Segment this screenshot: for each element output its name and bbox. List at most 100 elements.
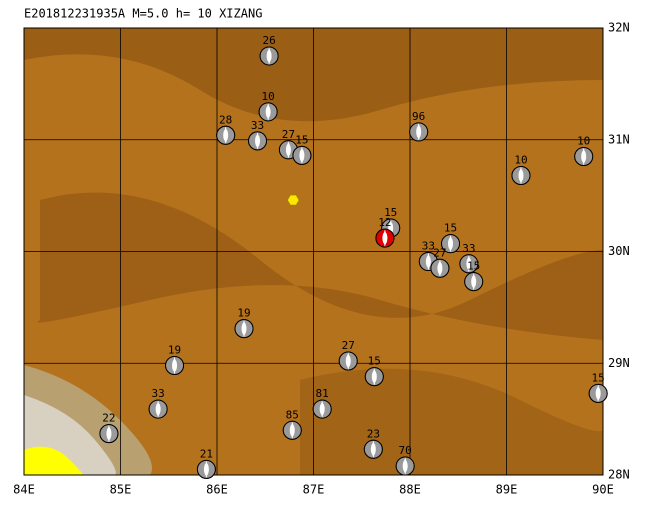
ball-quadrant	[301, 146, 311, 165]
ball-quadrant	[409, 122, 419, 141]
y-tick-label: 29N	[608, 356, 630, 370]
ball-center	[370, 443, 376, 456]
ball-quadrant	[292, 421, 302, 440]
beachball	[259, 46, 279, 66]
ball-rim	[259, 46, 279, 66]
ball-quadrant	[459, 254, 469, 273]
y-tick-label: 28N	[608, 468, 630, 482]
ball-quadrant	[235, 319, 245, 338]
ball-rim	[338, 351, 358, 371]
ball-center	[416, 125, 422, 138]
ball-quadrant	[279, 140, 289, 159]
ball-center	[595, 387, 601, 400]
ball-rim	[459, 254, 479, 274]
event-label: 19	[237, 307, 250, 320]
title: E201812231935A M=5.0 h= 10 XIZANG	[24, 7, 262, 21]
event-label: 33	[462, 242, 475, 255]
ball-quadrant	[384, 229, 394, 248]
event-label: 10	[262, 90, 275, 103]
ball-quadrant	[439, 259, 449, 278]
ball-quadrant	[419, 252, 429, 271]
event-label: 15	[368, 355, 381, 368]
event-label: 85	[286, 408, 299, 421]
event-label: 96	[412, 110, 425, 123]
event-label: 27	[342, 339, 355, 352]
ball-quadrant	[260, 46, 270, 65]
ball-center	[241, 322, 247, 335]
y-tick-label: 31N	[608, 132, 630, 146]
ball-rim	[312, 399, 332, 419]
event-label: 15	[592, 371, 605, 384]
ball-quadrant	[390, 219, 400, 238]
beachball	[165, 355, 185, 375]
ball-quadrant	[165, 356, 175, 375]
ball-center	[471, 275, 477, 288]
beachball	[216, 125, 236, 145]
y-tick-label: 30N	[608, 244, 630, 258]
ball-center	[466, 257, 472, 270]
ball-center	[425, 255, 431, 268]
ball-quadrant	[598, 384, 608, 403]
ball-quadrant	[574, 147, 584, 166]
ball-quadrant	[450, 234, 460, 253]
ball-rim	[165, 355, 185, 375]
ball-center	[319, 403, 325, 416]
beachball	[459, 254, 479, 274]
ball-rim	[258, 102, 278, 122]
ball-center	[371, 370, 377, 383]
beachball	[441, 234, 461, 254]
ball-quadrant	[364, 440, 374, 459]
ball-quadrant	[216, 126, 226, 145]
event-label: 26	[262, 34, 275, 47]
ball-center	[106, 427, 112, 440]
ball-rim	[409, 122, 429, 142]
ball-quadrant	[511, 166, 521, 185]
event-label: 21	[200, 447, 213, 460]
ball-rim	[248, 131, 268, 151]
ball-quadrant	[418, 122, 428, 141]
ball-quadrant	[259, 102, 269, 121]
beachball	[234, 319, 254, 339]
y-tick-label: 32N	[608, 21, 630, 35]
ball-quadrant	[374, 367, 384, 386]
ball-quadrant	[108, 424, 118, 443]
ball-quadrant	[468, 254, 478, 273]
ball-center	[203, 463, 209, 476]
event-label: 15	[384, 206, 397, 219]
beachball	[148, 399, 168, 419]
event-label: 15	[295, 133, 308, 146]
ball-rim	[364, 367, 384, 387]
ball-center	[581, 150, 587, 163]
beachball	[430, 258, 450, 278]
x-tick-label: 88E	[399, 483, 421, 497]
ball-rim	[282, 420, 302, 440]
ball-rim	[375, 228, 395, 248]
beachball	[409, 122, 429, 142]
ball-quadrant	[589, 384, 599, 403]
beachball	[574, 147, 594, 167]
event-label: 70	[399, 444, 412, 457]
ball-center	[518, 169, 524, 182]
ball-quadrant	[225, 126, 235, 145]
beachball	[364, 367, 384, 387]
event-label: 22	[102, 412, 115, 425]
x-tick-label: 84E	[13, 483, 35, 497]
ball-quadrant	[268, 102, 278, 121]
event-label: 28	[219, 113, 232, 126]
ball-quadrant	[206, 460, 216, 479]
ball-rim	[574, 147, 594, 167]
ball-quadrant	[149, 400, 159, 419]
ball-rim	[441, 234, 461, 254]
ball-quadrant	[464, 272, 474, 291]
event-label: 15	[444, 222, 457, 235]
ball-quadrant	[174, 356, 184, 375]
ball-quadrant	[583, 147, 593, 166]
event-label: 15	[467, 260, 480, 273]
ball-rim	[395, 456, 415, 476]
ball-quadrant	[365, 367, 375, 386]
ball-quadrant	[405, 457, 415, 476]
ball-rim	[196, 459, 216, 479]
beachball	[588, 383, 608, 403]
event-label: 10	[514, 154, 527, 167]
